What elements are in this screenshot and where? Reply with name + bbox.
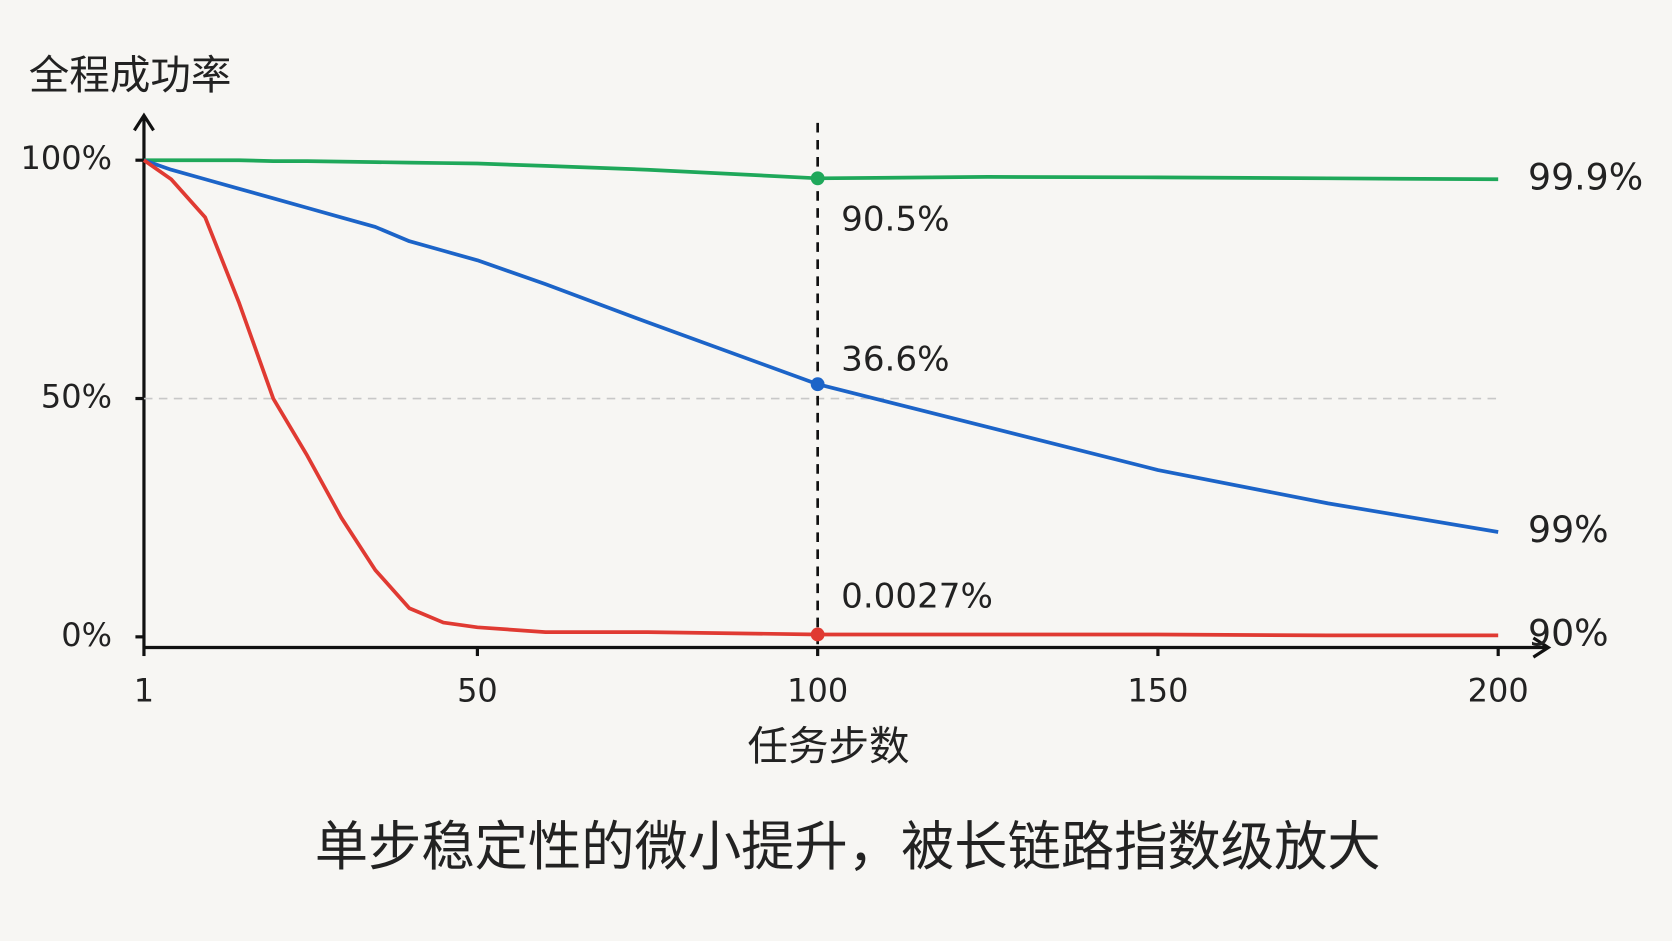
highlight-dot (810, 627, 825, 642)
highlight-dot (810, 377, 825, 392)
x-axis (143, 636, 1552, 659)
x-axis-label: 任务步数 (747, 722, 909, 770)
series-name: 99% (1528, 508, 1609, 551)
annotation: 36.6% (841, 339, 949, 379)
annotation: 90.5% (841, 199, 949, 239)
x-tick-label: 100 (787, 671, 848, 709)
series-name: 99.9% (1528, 155, 1643, 198)
series-line (143, 158, 1499, 534)
x-tick-label: 1 (134, 671, 154, 709)
x-tick-label: 150 (1127, 671, 1188, 709)
series-name: 90% (1528, 611, 1609, 654)
x-tick-label: 50 (457, 671, 498, 709)
y-tick-label: 100% (21, 139, 112, 177)
y-axis-label: 全程成功率 (29, 51, 232, 99)
caption: 单步稳定性的微小提升，被长链路指数级放大 (315, 816, 1381, 878)
series-line (142, 158, 1499, 638)
x-tick-label: 200 (1468, 671, 1529, 709)
highlight-dot (810, 171, 825, 186)
y-axis (133, 112, 155, 648)
y-tick-label: 0% (61, 616, 112, 654)
annotation: 0.0027% (841, 577, 993, 617)
series-line (143, 158, 1499, 182)
y-tick-label: 50% (41, 378, 112, 416)
